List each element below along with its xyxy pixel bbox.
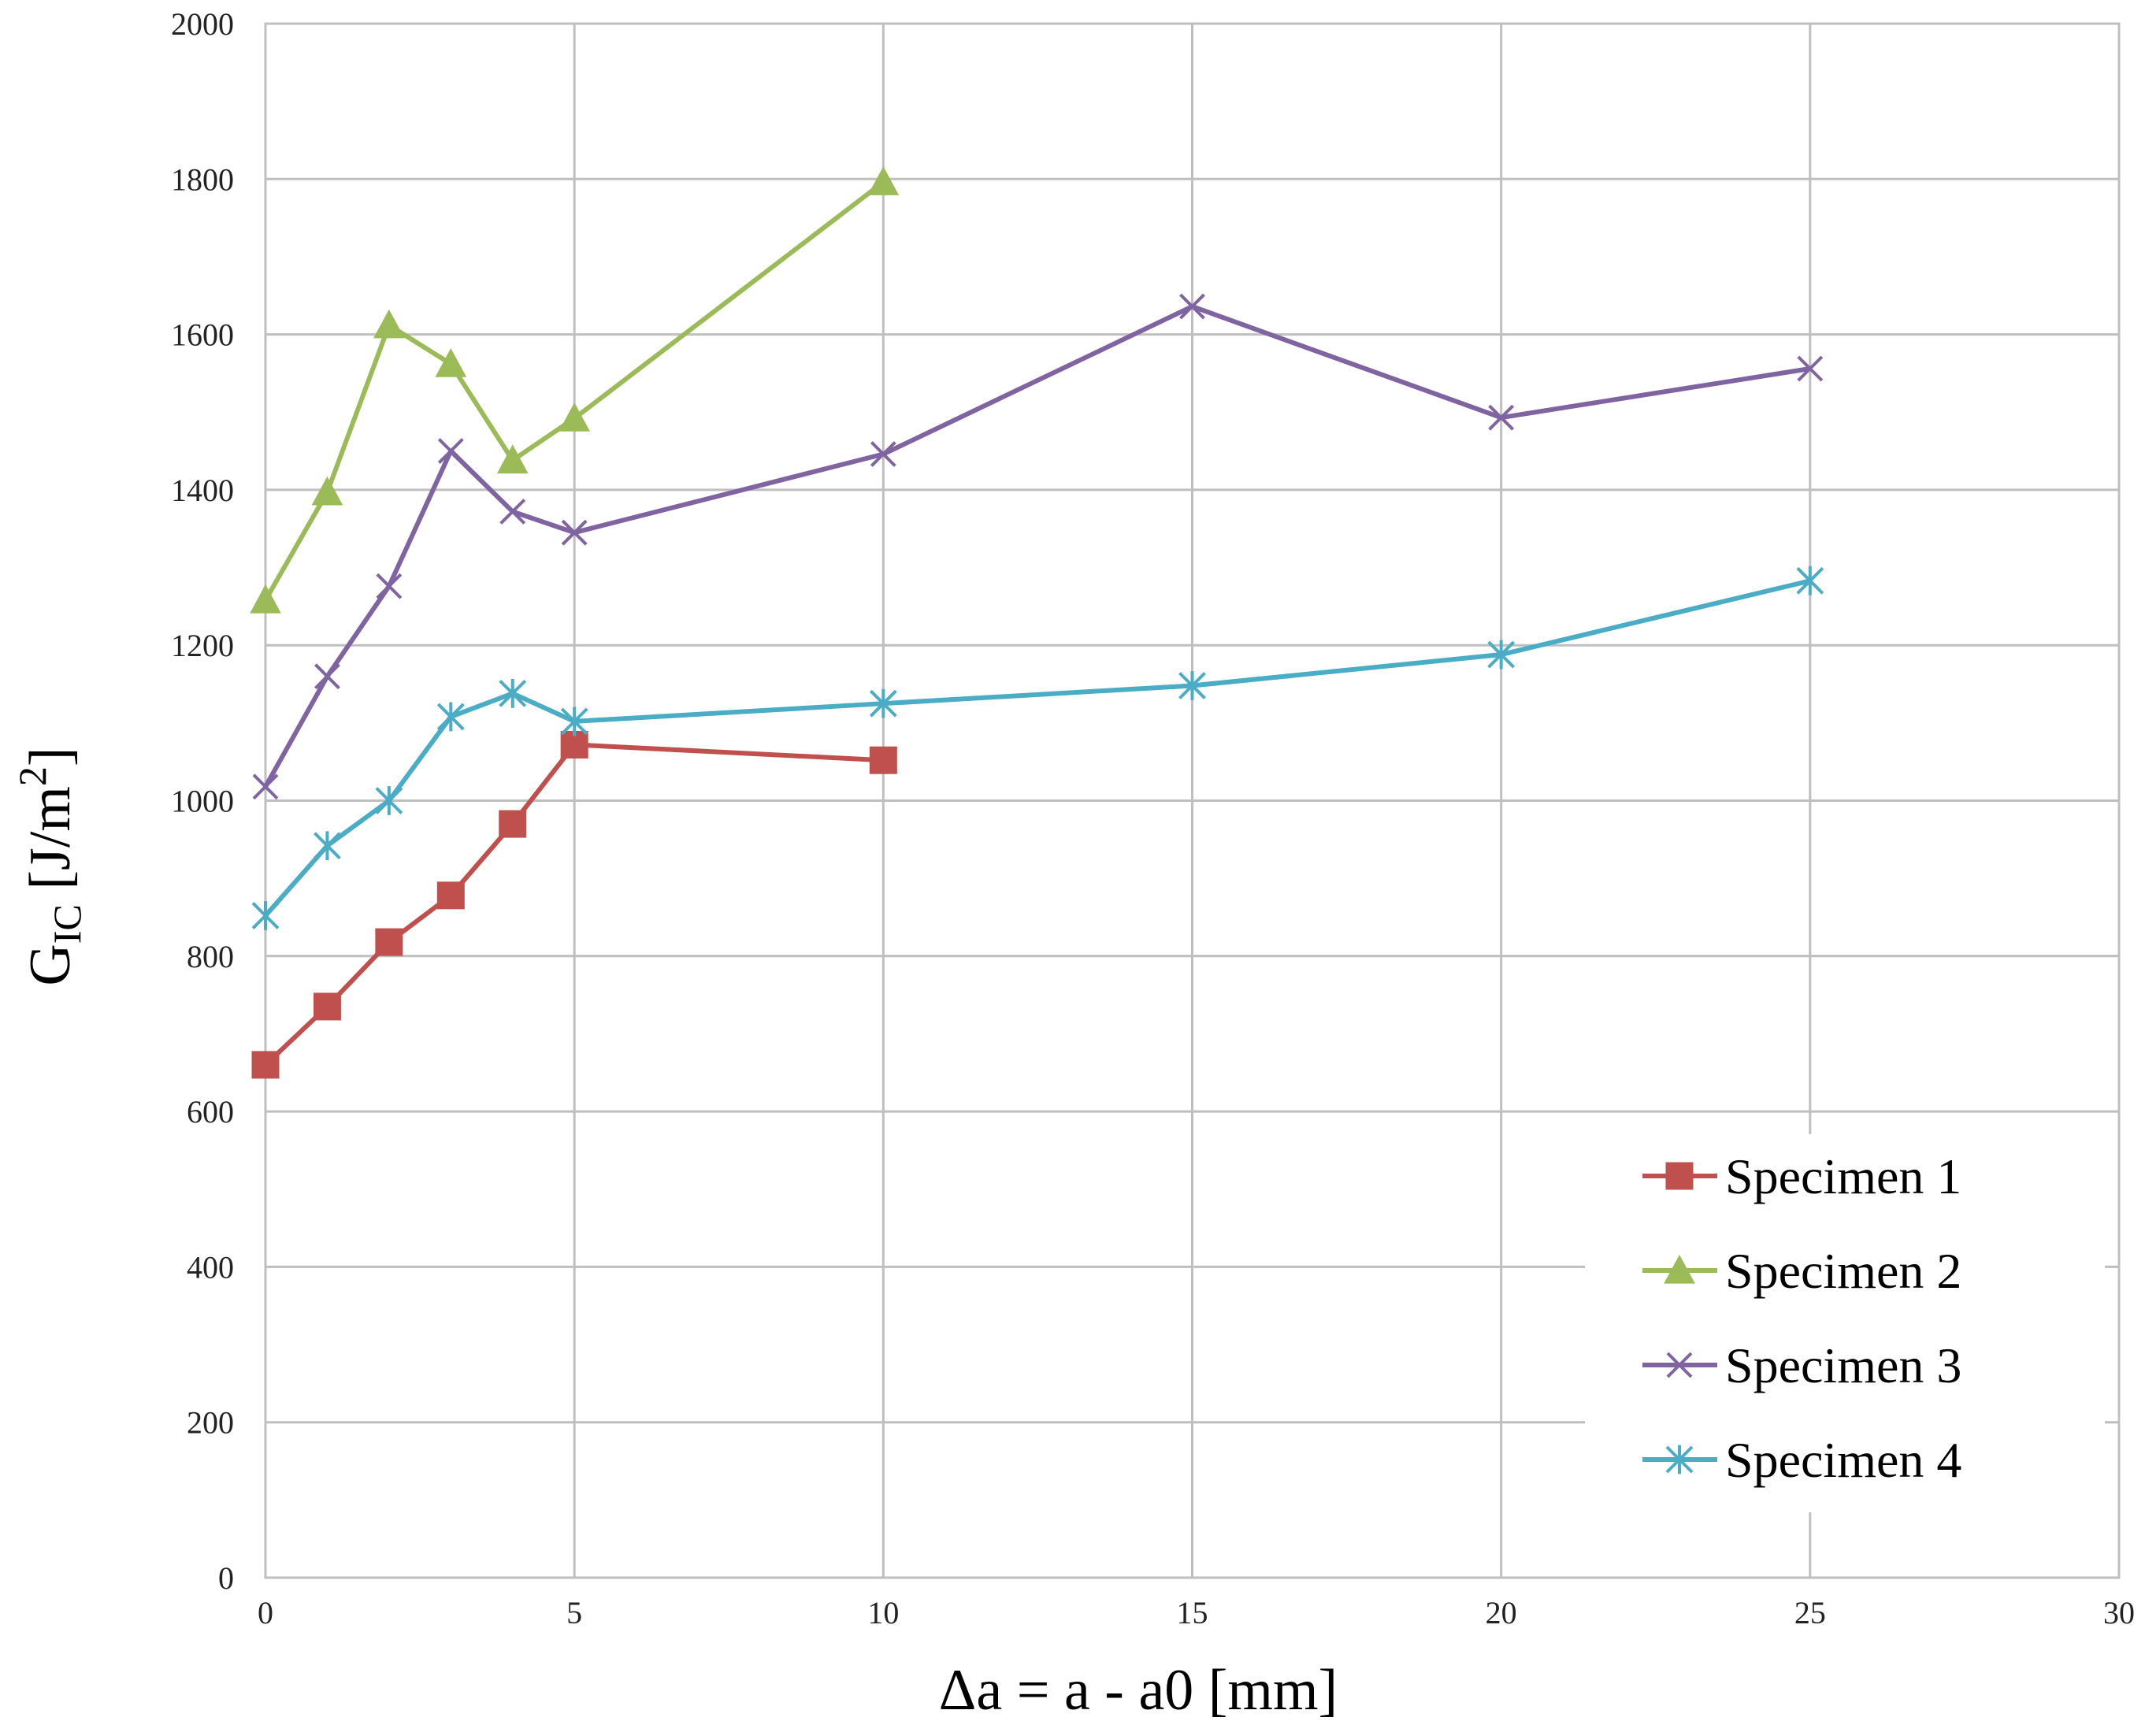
y-tick-label: 1000 — [171, 784, 234, 819]
y-tick-label: 2000 — [171, 6, 234, 42]
data-point-triangle — [435, 348, 467, 377]
tick-labels: 0 200 400 600 800 1000 1200 1400 1600 1800 2000 0 5 1… — [171, 6, 2135, 1630]
series-4 — [251, 566, 1824, 930]
data-point-x — [499, 499, 526, 525]
x-tick-label: 0 — [258, 1595, 273, 1630]
x-tick-label: 10 — [867, 1595, 899, 1630]
x-tick-label: 20 — [1486, 1595, 1517, 1630]
data-point-star — [1665, 1445, 1694, 1474]
data-point-star — [1487, 640, 1516, 670]
series-3 — [252, 293, 1824, 800]
y-tick-label: 200 — [187, 1405, 234, 1441]
data-point-triangle — [250, 584, 281, 614]
data-point-triangle — [373, 309, 405, 339]
data-point-x — [314, 663, 340, 690]
data-point-triangle — [1664, 1254, 1695, 1284]
legend-label: Specimen 4 — [1725, 1432, 1961, 1488]
y-axis-title-units: [J/m — [18, 786, 83, 904]
legend-box — [1585, 1134, 2105, 1512]
data-point-square — [251, 1051, 280, 1079]
y-tick-label: 0 — [218, 1560, 234, 1596]
data-point-star — [560, 707, 588, 736]
data-point-x — [1666, 1352, 1693, 1378]
legend-label: Specimen 2 — [1725, 1243, 1961, 1299]
legend-item: Specimen 1 — [1642, 1148, 1961, 1204]
data-point-square — [499, 810, 527, 838]
data-point-star — [1796, 566, 1824, 595]
plot-frame — [264, 22, 2121, 1579]
y-tick-label: 1200 — [171, 628, 234, 663]
data-point-x — [561, 519, 588, 546]
y-axis-title: GIC [J/m2] — [10, 747, 89, 985]
data-point-triangle — [559, 402, 591, 432]
series-group — [250, 166, 1824, 1079]
y-axis-title-main: G — [18, 944, 83, 985]
legend: Specimen 1 Specimen 2 Specimen 3 Specimen 4 — [1585, 1134, 2105, 1512]
data-point-square — [313, 992, 341, 1021]
data-point-square — [375, 928, 403, 956]
data-point-star — [375, 786, 403, 815]
data-point-star — [869, 688, 897, 718]
legend-label: Specimen 1 — [1725, 1148, 1961, 1204]
x-axis-title: Δa = a - a0 [mm] — [939, 1658, 1338, 1723]
data-point-square — [1665, 1162, 1694, 1190]
x-tick-label: 15 — [1177, 1595, 1208, 1630]
data-point-triangle — [496, 444, 529, 474]
data-point-star — [251, 901, 280, 930]
data-point-star — [314, 831, 341, 861]
data-point-triangle — [867, 166, 900, 195]
legend-item: Specimen 2 — [1642, 1243, 1961, 1299]
data-point-square — [436, 881, 465, 910]
series-1 — [251, 730, 897, 1079]
series-line — [263, 578, 1811, 918]
data-point-star — [1178, 671, 1206, 700]
data-point-square — [869, 746, 897, 774]
y-tick-label: 1400 — [171, 473, 234, 508]
data-point-x — [1488, 404, 1515, 431]
y-tick-label: 1600 — [171, 317, 234, 353]
series-2 — [250, 166, 900, 614]
legend-item: Specimen 4 — [1642, 1432, 1961, 1488]
legend-item: Specimen 3 — [1642, 1337, 1961, 1393]
y-axis-title-sup: 2 — [10, 766, 54, 786]
x-tick-label: 25 — [1794, 1595, 1826, 1630]
x-tick-label: 30 — [2103, 1595, 2135, 1630]
legend-label: Specimen 3 — [1725, 1337, 1961, 1393]
data-point-x — [437, 438, 464, 464]
data-point-x — [870, 441, 896, 467]
y-tick-label: 600 — [187, 1094, 234, 1130]
data-point-x — [1797, 355, 1824, 382]
x-tick-label: 5 — [566, 1595, 582, 1630]
svg-text:GIC [J/m2]: GIC [J/m2] — [10, 747, 89, 985]
data-point-x — [376, 573, 403, 599]
data-point-star — [499, 678, 527, 708]
y-tick-label: 800 — [187, 939, 234, 974]
y-axis-title-sub: IC — [45, 904, 89, 944]
y-tick-label: 400 — [187, 1249, 234, 1285]
grid — [264, 22, 2121, 1579]
y-tick-label: 1800 — [171, 161, 234, 197]
data-point-x — [1179, 293, 1205, 320]
data-point-star — [436, 702, 465, 732]
data-point-triangle — [311, 476, 343, 506]
data-point-x — [252, 773, 279, 800]
y-axis-title-units-end: ] — [18, 747, 83, 766]
series-line — [263, 304, 1811, 788]
